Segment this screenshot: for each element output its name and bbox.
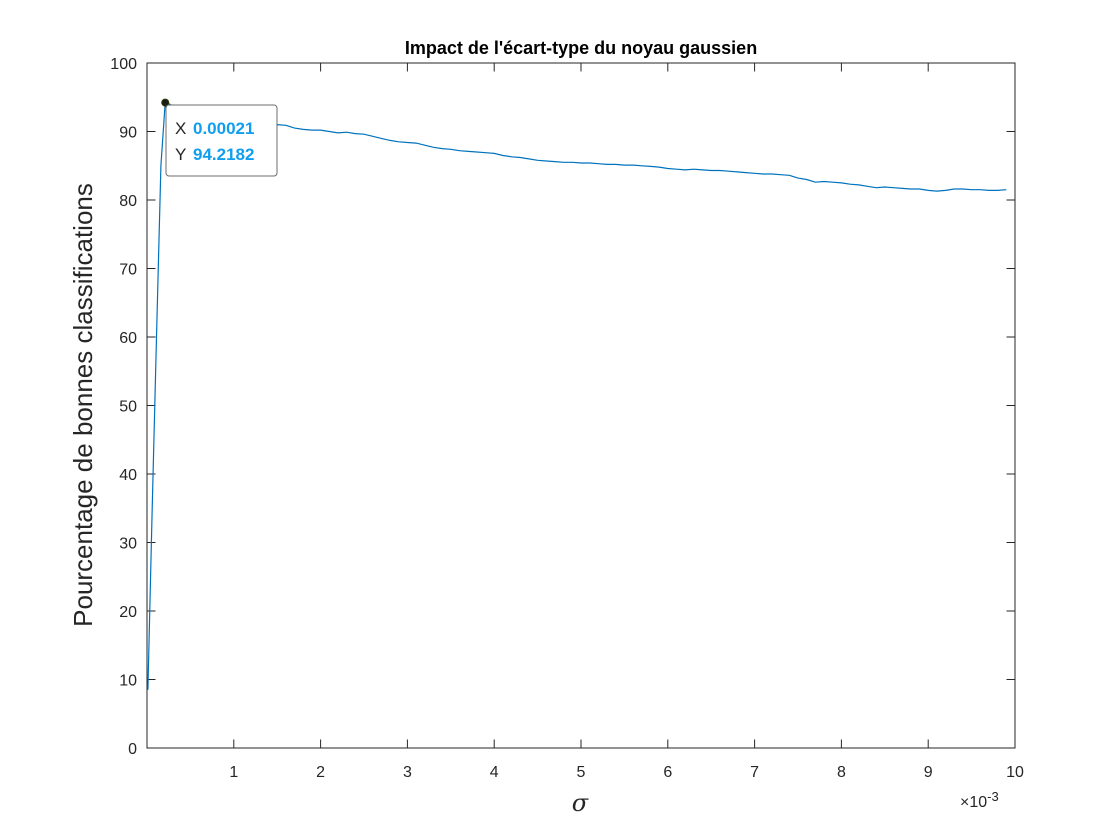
y-tick-label: 0 xyxy=(128,741,137,758)
axes-box xyxy=(146,62,1016,749)
y-axis: 0 10 20 30 40 50 60 70 80 90 100 xyxy=(110,56,1015,758)
x-exponent-power: -3 xyxy=(987,789,999,804)
x-axis-label: σ xyxy=(572,789,589,817)
chart-title: Impact de l'écart-type du noyau gaussien xyxy=(405,38,757,58)
datatip-y-key: Y xyxy=(175,145,186,164)
x-tick-label: 5 xyxy=(577,764,586,781)
y-tick-label: 100 xyxy=(110,56,137,73)
datatip-x-value: 0.00021 xyxy=(193,119,254,138)
x-exponent-base: ×10 xyxy=(960,794,987,811)
y-tick-label: 60 xyxy=(119,330,137,347)
x-tick-label: 2 xyxy=(316,764,325,781)
y-tick-label: 40 xyxy=(119,467,137,484)
x-tick-label: 3 xyxy=(403,764,412,781)
x-axis: 1 2 3 4 5 6 7 8 9 10 xyxy=(229,63,1024,781)
x-tick-label: 10 xyxy=(1006,764,1024,781)
x-tick-label: 8 xyxy=(837,764,846,781)
y-tick-label: 10 xyxy=(119,673,137,690)
svg-text:×10-3: ×10-3 xyxy=(960,789,999,811)
x-tick-label: 4 xyxy=(490,764,499,781)
x-tick-label: 9 xyxy=(924,764,933,781)
y-tick-label: 30 xyxy=(119,536,137,553)
datatip-y-value: 94.2182 xyxy=(193,145,254,164)
x-exponent-label: ×10-3 xyxy=(960,789,999,811)
x-tick-label: 7 xyxy=(750,764,759,781)
y-axis-label: Pourcentage de bonnes classifications xyxy=(68,183,98,627)
x-tick-label: 1 xyxy=(229,764,238,781)
x-tick-label: 6 xyxy=(663,764,672,781)
y-tick-label: 90 xyxy=(119,125,137,142)
y-tick-label: 80 xyxy=(119,193,137,210)
datatip-box xyxy=(165,104,278,177)
y-tick-label: 20 xyxy=(119,604,137,621)
plot-area: 0 10 20 30 40 50 60 70 80 90 100 1 2 3 4 5 6 7 8 9 10 xyxy=(110,56,1024,781)
y-tick-label: 50 xyxy=(119,399,137,416)
datatip[interactable]: X 0.00021 Y 94.2182 xyxy=(161,98,278,177)
datatip-x-key: X xyxy=(175,119,186,138)
y-tick-label: 70 xyxy=(119,262,137,279)
